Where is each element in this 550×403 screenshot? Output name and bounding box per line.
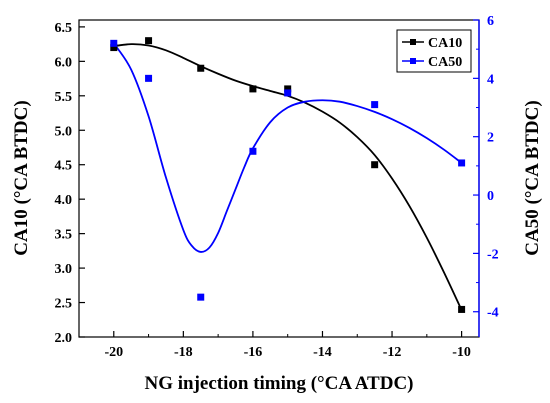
x-axis-ticks: -20 -18 -16 -14 -12 -10 xyxy=(78,331,471,360)
data-markers xyxy=(110,37,466,313)
y-right-tick-label: 4 xyxy=(487,72,494,87)
data-point-ca10 xyxy=(284,85,292,93)
legend: CA10 CA50 xyxy=(396,29,472,73)
y-left-tick-label: 4.0 xyxy=(55,193,73,208)
legend-ca50-label: CA50 xyxy=(428,55,462,70)
legend-box xyxy=(396,29,472,73)
y-left-tick-label: 3.5 xyxy=(55,228,73,243)
legend-ca50-marker xyxy=(410,58,416,64)
y-left-tick-label: 5.0 xyxy=(55,124,73,139)
data-point-ca10 xyxy=(110,44,118,52)
y-left-tick-label: 3.0 xyxy=(55,262,73,277)
fit-curve-ca50 xyxy=(113,42,463,253)
x-axis-label: NG injection timing (°CA ATDC) xyxy=(144,373,413,394)
fit-curves xyxy=(113,42,463,311)
x-tick-label: -12 xyxy=(383,345,402,360)
data-point-ca10 xyxy=(249,85,257,93)
data-point-ca50 xyxy=(145,74,153,82)
data-point-ca50 xyxy=(110,39,118,47)
y-right-tick-label: -2 xyxy=(487,247,499,262)
x-tick-label: -16 xyxy=(244,345,263,360)
y-left-tick-label: 2.0 xyxy=(55,331,73,346)
data-point-ca50 xyxy=(249,147,257,155)
data-point-ca50 xyxy=(284,89,292,97)
x-tick-label: -20 xyxy=(104,345,123,360)
data-point-ca50 xyxy=(458,159,466,167)
data-point-ca10 xyxy=(458,305,466,313)
y-right-axis-ticks: -4 -2 0 2 4 6 xyxy=(473,14,499,337)
y-left-tick-label: 6.0 xyxy=(55,55,73,70)
legend-ca10-label: CA10 xyxy=(428,36,462,51)
y-left-tick-label: 4.5 xyxy=(55,159,73,174)
data-point-ca50 xyxy=(371,101,379,109)
y-left-tick-label: 6.5 xyxy=(55,21,73,36)
y-left-axis-label: CA10 (°CA BTDC) xyxy=(11,100,32,255)
legend-ca10-marker xyxy=(410,39,416,45)
x-tick-label: -10 xyxy=(452,345,471,360)
y-right-tick-label: 0 xyxy=(487,189,494,204)
x-tick-label: -18 xyxy=(174,345,193,360)
y-right-tick-label: 6 xyxy=(487,14,494,29)
data-point-ca50 xyxy=(197,293,205,301)
data-point-ca10 xyxy=(371,161,379,169)
y-left-tick-label: 2.5 xyxy=(55,297,73,312)
y-right-tick-label: 2 xyxy=(487,131,494,146)
data-point-ca10 xyxy=(197,64,205,72)
y-left-axis-ticks: 2.0 2.5 3.0 3.5 4.0 4.5 5.0 5.5 6.0 6.5 xyxy=(55,21,85,346)
y-right-tick-label: -4 xyxy=(487,306,499,321)
data-point-ca10 xyxy=(145,37,153,45)
y-left-tick-label: 5.5 xyxy=(55,90,73,105)
x-tick-label: -14 xyxy=(313,345,332,360)
y-right-axis-label: CA50 (°CA BTDC) xyxy=(522,100,543,255)
